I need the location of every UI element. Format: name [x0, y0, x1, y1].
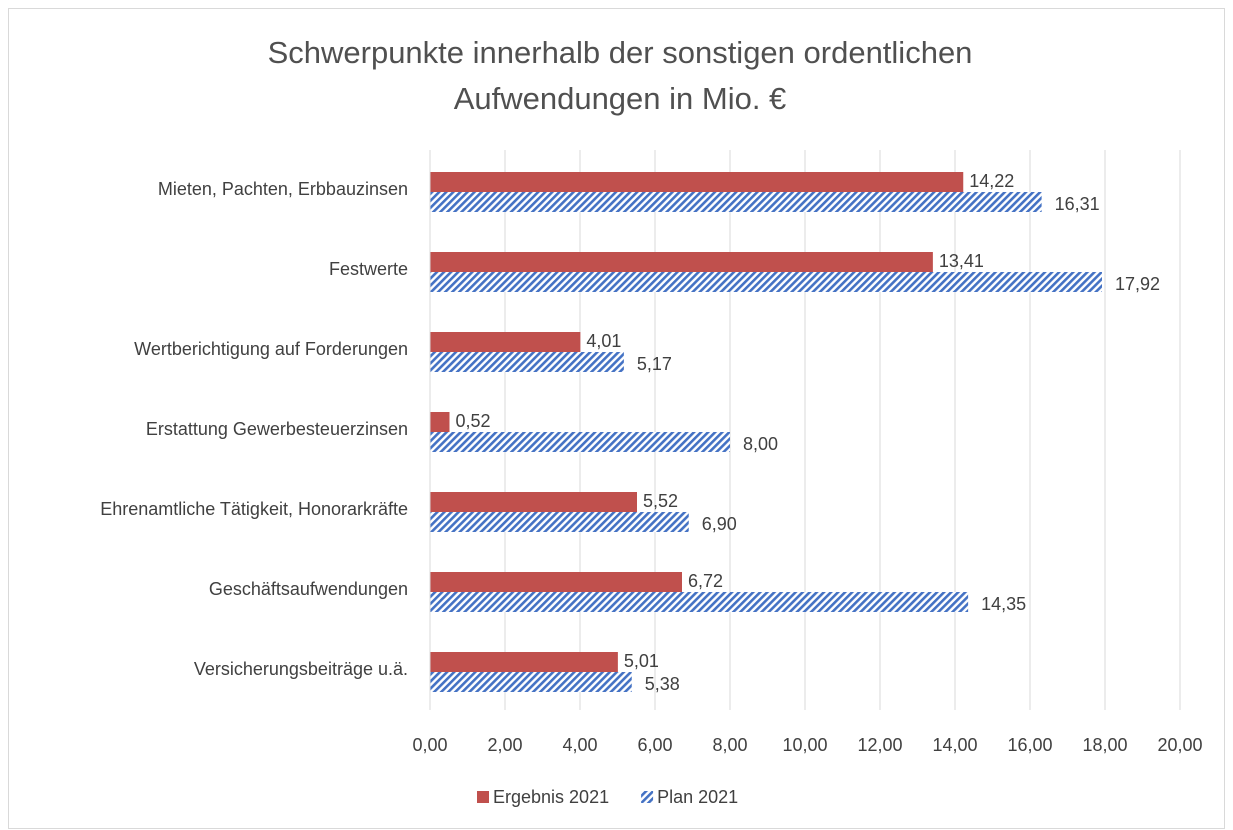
- x-tick-label: 8,00: [712, 735, 747, 755]
- value-label: 0,52: [456, 411, 491, 431]
- legend-swatch: [477, 791, 489, 803]
- value-label: 5,17: [637, 354, 672, 374]
- value-label: 14,22: [969, 171, 1014, 191]
- y-tick-label: Wertberichtigung auf Forderungen: [134, 339, 408, 359]
- value-label: 6,72: [688, 571, 723, 591]
- value-label: 17,92: [1115, 274, 1160, 294]
- bar: [430, 192, 1042, 212]
- chart-title: Schwerpunkte innerhalb der sonstigen ord…: [268, 35, 973, 70]
- value-label: 4,01: [586, 331, 621, 351]
- x-tick-label: 12,00: [857, 735, 902, 755]
- x-tick-label: 20,00: [1157, 735, 1202, 755]
- value-label: 5,38: [645, 674, 680, 694]
- legend-swatch: [641, 791, 654, 803]
- value-label: 13,41: [939, 251, 984, 271]
- y-tick-label: Festwerte: [329, 259, 408, 279]
- y-tick-label: Geschäftsaufwendungen: [209, 579, 408, 599]
- value-label: 14,35: [981, 594, 1026, 614]
- legend-label: Ergebnis 2021: [493, 787, 609, 807]
- bar: [430, 652, 618, 672]
- bar: [430, 172, 964, 192]
- x-tick-label: 2,00: [487, 735, 522, 755]
- value-label: 5,52: [643, 491, 678, 511]
- chart-title: Aufwendungen in Mio. €: [454, 81, 787, 116]
- x-tick-label: 10,00: [782, 735, 827, 755]
- bar: [430, 572, 682, 592]
- bar: [430, 672, 632, 692]
- bar: [430, 272, 1102, 292]
- bar: [430, 412, 450, 432]
- x-tick-label: 6,00: [637, 735, 672, 755]
- y-tick-label: Mieten, Pachten, Erbbauzinsen: [158, 179, 408, 199]
- bar: [430, 352, 624, 372]
- y-tick-label: Versicherungsbeiträge u.ä.: [194, 659, 408, 679]
- x-tick-label: 18,00: [1082, 735, 1127, 755]
- bar: [430, 592, 969, 612]
- value-label: 8,00: [743, 434, 778, 454]
- bar: [430, 252, 933, 272]
- y-tick-label: Erstattung Gewerbesteuerzinsen: [146, 419, 408, 439]
- bar: [430, 512, 689, 532]
- value-label: 16,31: [1055, 194, 1100, 214]
- bar: [430, 332, 581, 352]
- legend-label: Plan 2021: [657, 787, 738, 807]
- y-tick-label: Ehrenamtliche Tätigkeit, Honorarkräfte: [100, 499, 408, 519]
- x-tick-label: 4,00: [562, 735, 597, 755]
- bar: [430, 432, 730, 452]
- x-tick-label: 14,00: [932, 735, 977, 755]
- bar: [430, 492, 637, 512]
- value-label: 6,90: [702, 514, 737, 534]
- x-tick-label: 0,00: [412, 735, 447, 755]
- x-tick-label: 16,00: [1007, 735, 1052, 755]
- value-label: 5,01: [624, 651, 659, 671]
